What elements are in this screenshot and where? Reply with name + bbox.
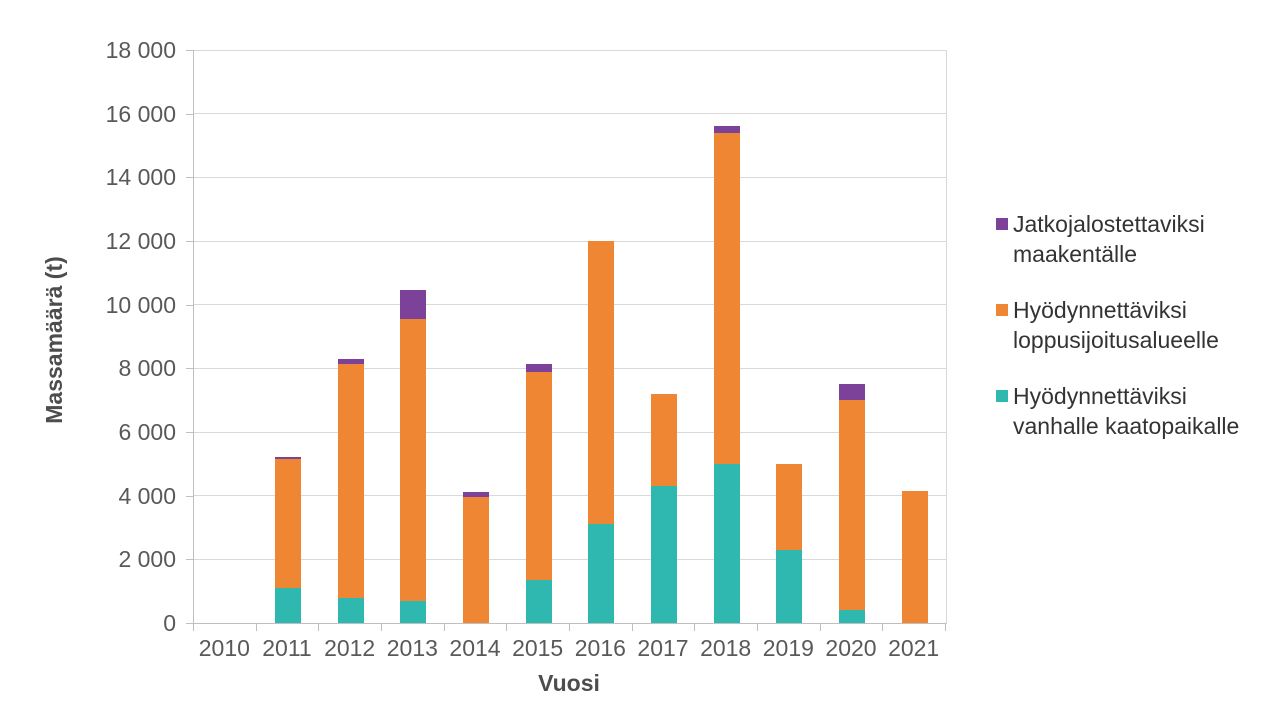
y-axis-title: Massamäärä (t)	[41, 256, 67, 424]
y-axis-tick	[186, 304, 193, 306]
x-axis-tick-label: 2018	[700, 635, 752, 661]
x-axis-tick	[318, 624, 320, 631]
x-axis-tick-label: 2013	[386, 635, 438, 661]
y-axis-tick	[186, 559, 193, 561]
y-axis-tick	[186, 432, 193, 433]
gridline	[194, 558, 946, 560]
gridline	[194, 113, 946, 115]
x-axis-tick-label: 2010	[198, 635, 250, 661]
bar-segment-2016	[588, 241, 615, 525]
x-axis-tick	[882, 624, 884, 631]
y-axis-tick-label: 10 000	[105, 291, 176, 318]
y-axis-tick	[186, 623, 193, 624]
legend-label: Hyödynnettäviksi loppusijoitusalueelle	[1013, 297, 1219, 353]
plot-area	[193, 49, 947, 624]
x-axis-title: Vuosi	[538, 670, 600, 696]
x-axis-tick	[193, 624, 194, 631]
x-axis-tick-label: 2020	[825, 635, 877, 661]
x-axis-tick-label: 2014	[449, 635, 501, 661]
bar-segment-2020	[839, 610, 865, 623]
bar-segment-2011	[275, 456, 301, 460]
bar-segment-2013	[400, 290, 427, 319]
y-axis-tick	[186, 368, 193, 370]
x-axis-tick-label: 2015	[512, 635, 564, 661]
y-axis-tick	[186, 113, 193, 115]
bar-segment-2018	[713, 132, 740, 464]
x-axis-tick	[255, 624, 257, 631]
x-axis-tick-label: 2021	[888, 635, 940, 661]
legend-item: Jatkojalostettaviksi maakentälle	[996, 209, 1268, 269]
x-axis-tick-label: 2019	[762, 635, 814, 661]
y-axis-tick-label: 2 000	[118, 546, 176, 573]
bar-segment-2016	[588, 524, 615, 623]
x-axis-tick	[631, 624, 633, 631]
y-axis-tick-label: 8 000	[118, 355, 176, 382]
bar-segment-2015	[525, 580, 552, 623]
x-axis-tick-label: 2017	[637, 635, 689, 661]
y-axis-tick-label: 6 000	[118, 419, 176, 445]
x-axis-tick	[443, 624, 445, 631]
gridline	[194, 431, 946, 433]
x-axis-tick	[381, 624, 382, 631]
y-axis-tick-label: 18 000	[105, 37, 176, 63]
legend-swatch	[996, 218, 1008, 230]
bar-segment-2012	[337, 363, 364, 598]
y-axis-tick	[186, 495, 193, 497]
legend-label: Jatkojalostettaviksi maakentälle	[1013, 211, 1205, 267]
legend-item: Hyödynnettäviksi vanhalle kaatopaikalle	[996, 381, 1268, 441]
x-axis-tick	[506, 624, 508, 631]
x-axis-tick	[757, 624, 758, 631]
y-axis-tick	[186, 241, 193, 242]
bar-segment-2014	[463, 497, 489, 623]
legend-label: Hyödynnettäviksi vanhalle kaatopaikalle	[1013, 383, 1240, 439]
x-axis-tick	[569, 624, 570, 631]
legend-item: Hyödynnettäviksi loppusijoitusalueelle	[996, 295, 1268, 355]
gridline	[194, 495, 946, 497]
bar-segment-2013	[400, 318, 427, 601]
y-axis-tick	[186, 177, 193, 179]
bar-segment-2012	[337, 358, 364, 364]
bar-segment-2014	[463, 492, 489, 498]
bar-segment-2020	[839, 384, 865, 401]
bar-segment-2011	[275, 459, 301, 588]
legend-swatch	[996, 390, 1008, 402]
x-axis-tick-label: 2011	[262, 635, 312, 661]
y-axis-tick-label: 4 000	[118, 482, 176, 509]
chart-legend: Jatkojalostettaviksi maakentälle Hyödynne…	[996, 209, 1268, 467]
x-axis-tick	[694, 624, 696, 631]
x-axis-tick-label: 2012	[324, 635, 376, 661]
gridline	[194, 367, 946, 369]
bar-segment-2015	[525, 363, 552, 372]
x-axis-tick	[945, 624, 946, 631]
y-axis-tick-label: 12 000	[105, 228, 176, 254]
bar-segment-2018	[713, 126, 740, 133]
bar-segment-2019	[776, 549, 803, 623]
bar-segment-2015	[525, 371, 552, 581]
gridline	[194, 304, 946, 306]
y-axis-tick-label: 16 000	[105, 100, 176, 127]
gridline	[194, 49, 946, 51]
y-axis-tick-label: 0	[163, 610, 176, 636]
bar-segment-2013	[400, 600, 427, 623]
bar-segment-2012	[337, 597, 364, 623]
bar-segment-2018	[713, 463, 740, 623]
legend-swatch	[996, 304, 1008, 316]
bar-segment-2019	[776, 463, 803, 550]
bar-segment-2020	[839, 400, 865, 611]
y-axis-tick	[186, 50, 193, 51]
bar-segment-2011	[275, 587, 301, 623]
bar-segment-2017	[651, 393, 677, 487]
bar-segment-2017	[651, 486, 677, 623]
gridline	[194, 176, 946, 178]
bar-segment-2021	[901, 490, 928, 623]
x-axis-tick-label: 2016	[574, 635, 626, 661]
y-axis-tick-label: 14 000	[105, 164, 176, 191]
x-axis-tick	[819, 624, 821, 631]
gridline	[194, 240, 946, 242]
